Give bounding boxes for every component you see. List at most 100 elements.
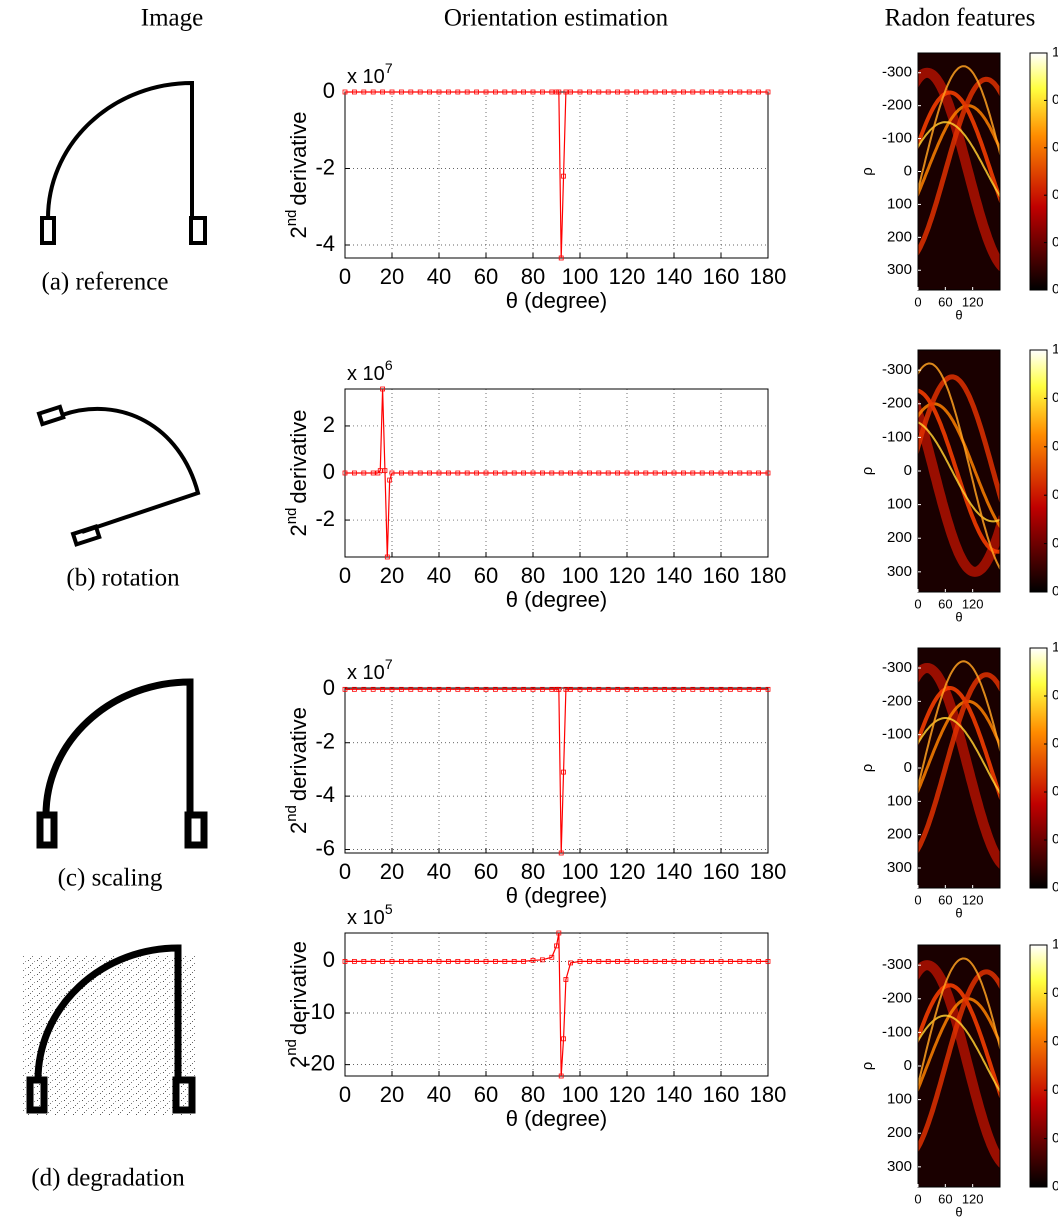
colorbar-tick-label: 0 [1052,583,1058,599]
data-point [765,686,771,692]
x-tick-label: 20 [380,563,404,588]
scale-exp: 6 [385,357,393,373]
data-point [549,470,555,476]
radon-image [918,362,1000,577]
data-point [671,686,677,692]
y-tick-label: 300 [887,261,912,278]
radon-image [918,65,1000,272]
data-point [718,89,724,95]
data-point [709,89,714,95]
y-tick-label: -300 [882,361,912,378]
data-point [728,470,733,476]
data-point [615,686,620,692]
data-point [624,470,630,476]
data-point [417,470,423,476]
radon-curve [918,660,1000,791]
radon-curve [918,960,1000,1169]
data-point [690,89,696,95]
x-tick-label: 60 [938,294,952,309]
colorbar [1029,349,1048,593]
colorbar-tick-label: 0.2 [1052,534,1058,550]
x-tick-label: 40 [427,859,451,884]
data-point [380,89,386,95]
data-point [563,89,569,95]
data-point [342,470,348,476]
data-point [474,470,480,476]
data-point [671,470,677,476]
x-tick-label: 60 [938,596,952,611]
data-point [540,470,545,476]
x-tick-label: 60 [938,1191,952,1206]
data-point [605,470,611,476]
x-axis-label: θ [955,905,962,920]
x-tick-label: 140 [656,1082,693,1107]
data-point [605,686,611,692]
data-point [699,958,705,964]
x-axis-label: θ [955,1204,962,1219]
y-tick-label: -300 [882,64,912,81]
data-point [417,686,423,692]
x-tick-label: 180 [750,859,787,884]
colorbar [1029,944,1048,1188]
data-point [643,958,649,964]
data-point [561,173,566,179]
data-point [540,957,545,963]
y-tick-label: -300 [882,956,912,973]
data-point [408,686,414,692]
data-point [746,958,752,964]
x-tick-label: 0 [914,294,921,309]
y-axis-label: 2nd derivative [283,941,311,1068]
colorbar-tick-label: 1 [1052,936,1058,952]
data-point [737,686,743,692]
data-point [445,470,451,476]
y-label-sup: nd [283,508,300,525]
x-tick-label: 0 [914,1191,921,1206]
data-point [455,686,461,692]
data-point [634,89,639,95]
y-tick-label: -2 [315,506,335,531]
x-tick-label: 40 [427,1082,451,1107]
y-tick-label: 200 [887,228,912,245]
y-tick-label: -20 [303,1050,335,1075]
radon-image [918,957,1000,1169]
x-tick-label: 160 [703,1082,740,1107]
data-point [408,470,414,476]
y-axis-label: ρ [859,1062,876,1071]
y-tick-label: 0 [904,462,912,479]
scale-base: x 10 [347,66,385,88]
y-tick-label: 2 [323,412,335,437]
x-tick-label: 60 [474,563,498,588]
data-point [634,470,639,476]
y-label-sup: nd [283,210,300,227]
x-tick-label: 80 [521,859,545,884]
data-point [643,470,649,476]
data-point [502,89,508,95]
data-point [351,958,357,964]
data-point [624,958,630,964]
scale-label: x 105 [347,901,393,930]
data-point [624,686,630,692]
data-point [370,686,376,692]
data-point [502,686,508,692]
y-axis-label: ρ [859,467,876,476]
scale-exp: 5 [385,901,393,917]
shape-reference [40,80,207,245]
data-point [643,686,649,692]
data-point [737,89,743,95]
data-point [728,686,733,692]
data-point [587,470,592,476]
shape-rotation [36,404,201,547]
x-tick-label: 20 [380,1082,404,1107]
x-tick-label: 0 [339,1082,351,1107]
data-point [382,468,388,474]
data-point [398,89,404,95]
radon-curve [918,421,1000,523]
data-point [502,958,508,964]
data-point [709,470,714,476]
data-point [765,958,771,964]
data-point [690,470,696,476]
data-point [521,958,526,964]
data-point [455,89,461,95]
radon-curve [918,969,1000,1153]
data-point [577,686,583,692]
